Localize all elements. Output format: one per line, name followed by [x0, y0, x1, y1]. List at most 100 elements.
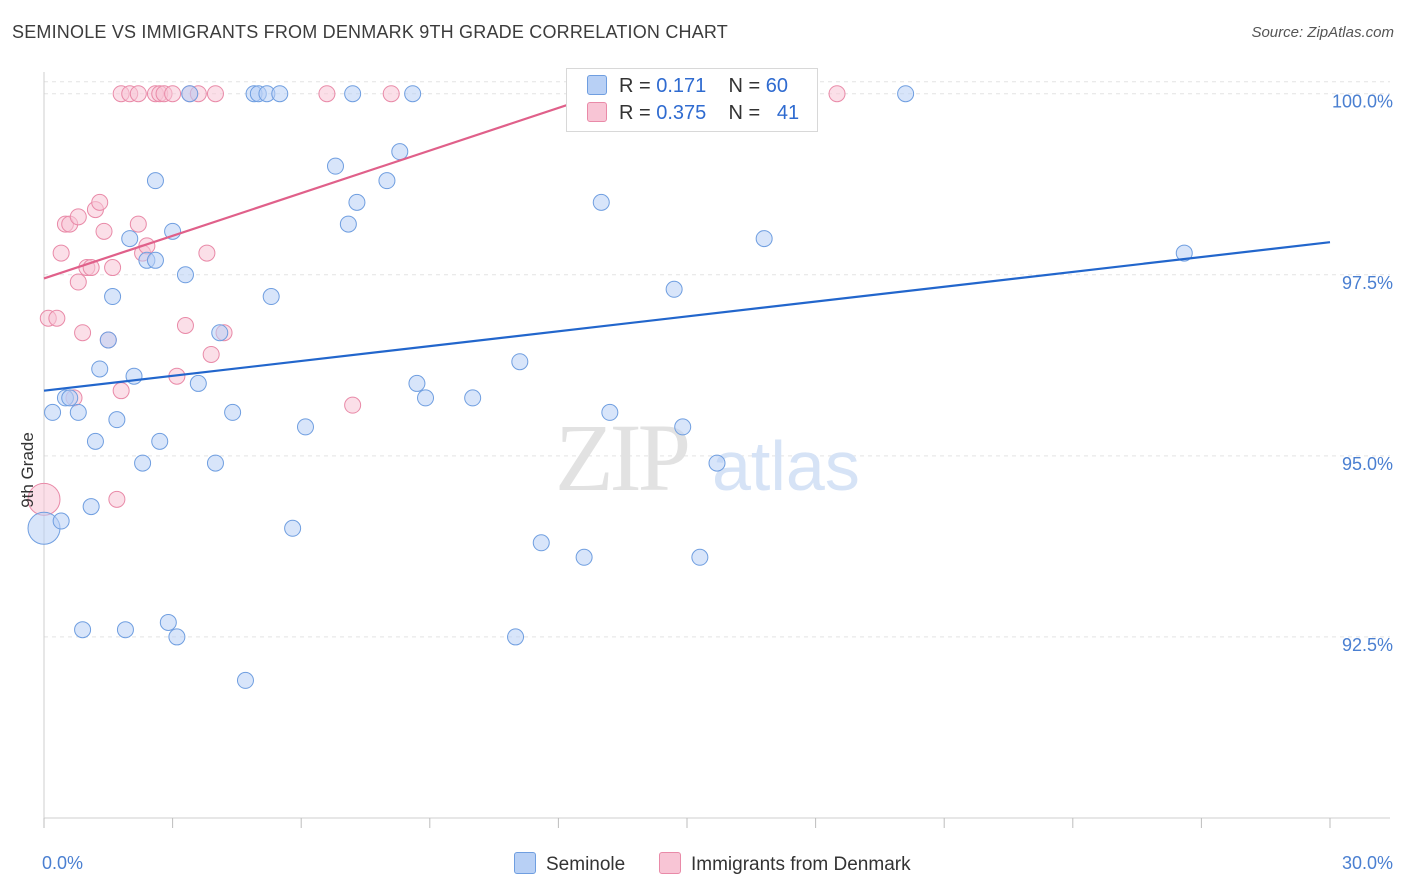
seminole-point [326, 157, 344, 175]
seminole-point [91, 360, 109, 378]
seminole-point [52, 512, 70, 530]
denmark-point [176, 316, 194, 334]
seminole-point [1175, 244, 1193, 262]
seminole-point [507, 628, 525, 646]
seminole-point [271, 85, 289, 103]
seminole-point [601, 403, 619, 421]
seminole-point [511, 353, 529, 371]
bottom-legend-swatch-seminole [514, 852, 536, 874]
y-tick-labels: 100.0% 97.5% 95.0% 92.5% [1332, 92, 1393, 655]
seminole-point [99, 331, 117, 349]
legend-n-label: N = [728, 102, 766, 124]
y-axis-title: 9th Grade [18, 432, 37, 508]
trend-lines [43, 92, 1331, 392]
seminole-point [104, 288, 122, 306]
legend-r-label: R = [619, 102, 657, 124]
bottom-legend-label-seminole: Seminole [546, 854, 626, 875]
x-tick-label-min: 0.0% [42, 853, 83, 873]
legend-row-seminole: R = 0.171 N = 60 [587, 75, 788, 99]
seminole-point [74, 621, 92, 639]
seminole-point [348, 193, 366, 211]
bottom-legend-denmark: Immigrants from Denmark [659, 852, 911, 876]
seminole-point [897, 85, 915, 103]
seminole-point [344, 85, 362, 103]
x-tick-labels: 0.0% 30.0% [42, 853, 1393, 873]
seminole-point [224, 403, 242, 421]
denmark-point [48, 309, 66, 327]
seminole-point [391, 143, 409, 161]
seminole-point [86, 432, 104, 450]
denmark-point [52, 244, 70, 262]
legend-r-label: R = [619, 75, 657, 97]
seminole-point [61, 389, 79, 407]
denmark-point [95, 222, 113, 240]
seminole-point [674, 418, 692, 436]
gridlines [44, 81, 1390, 638]
seminole-point [755, 230, 773, 248]
seminole-point [296, 418, 314, 436]
denmark-point [69, 273, 87, 291]
legend-n-value: 41 [776, 102, 800, 124]
seminole-point [159, 613, 177, 631]
bottom-legend-seminole: Seminole [514, 852, 625, 876]
watermark: ZIP atlas [555, 404, 860, 511]
seminole-point [339, 215, 357, 233]
y-tick-label: 97.5% [1342, 273, 1393, 293]
denmark-point [206, 85, 224, 103]
denmark-point [108, 490, 126, 508]
bottom-legend-label-denmark: Immigrants from Denmark [691, 854, 911, 875]
stats-legend: R = 0.171 N = 60 R = 0.375 N = 41 [566, 68, 818, 132]
seminole-point [404, 85, 422, 103]
seminole-point [691, 548, 709, 566]
seminole-point [108, 411, 126, 429]
seminole-point [532, 534, 550, 552]
seminole-point [206, 454, 224, 472]
seminole-point [464, 389, 482, 407]
seminole-point [69, 403, 87, 421]
denmark-point [828, 85, 846, 103]
denmark-point [104, 259, 122, 277]
seminole-point [121, 230, 139, 248]
seminole-point [44, 403, 62, 421]
watermark-zip: ZIP [555, 404, 688, 511]
seminole-point [408, 374, 426, 392]
chart-title: SEMINOLE VS IMMIGRANTS FROM DENMARK 9TH … [12, 22, 729, 42]
seminole-point [211, 324, 229, 342]
denmark-point [202, 345, 220, 363]
denmark-point [382, 85, 400, 103]
seminole-point [146, 251, 164, 269]
seminole-point [176, 266, 194, 284]
denmark-trend-line [43, 92, 602, 280]
source-label: Source: ZipAtlas.com [1251, 24, 1394, 41]
denmark-point [91, 193, 109, 211]
denmark-point [318, 85, 336, 103]
seminole-point [236, 671, 254, 689]
denmark-point [112, 382, 130, 400]
seminole-point [708, 454, 726, 472]
legend-n-value: 60 [765, 75, 789, 97]
legend-swatch-seminole [587, 75, 607, 95]
y-tick-label: 92.5% [1342, 635, 1393, 655]
denmark-point [164, 85, 182, 103]
y-tick-label: 95.0% [1342, 454, 1393, 474]
seminole-point [284, 519, 302, 537]
seminole-point [592, 193, 610, 211]
denmark-point [129, 85, 147, 103]
legend-row-denmark: R = 0.375 N = 41 [587, 102, 799, 126]
denmark-point [69, 208, 87, 226]
y-tick-label: 100.0% [1332, 92, 1393, 112]
seminole-point [116, 621, 134, 639]
x-tick-label-max: 30.0% [1342, 853, 1393, 873]
seminole-points [27, 85, 1193, 689]
seminole-point [665, 280, 683, 298]
seminole-trend-line [43, 241, 1331, 392]
seminole-point [417, 389, 435, 407]
denmark-point [344, 396, 362, 414]
denmark-point [198, 244, 216, 262]
seminole-point [146, 172, 164, 190]
seminole-point [134, 454, 152, 472]
seminole-point [378, 172, 396, 190]
legend-swatch-denmark [587, 102, 607, 122]
seminole-point [168, 628, 186, 646]
